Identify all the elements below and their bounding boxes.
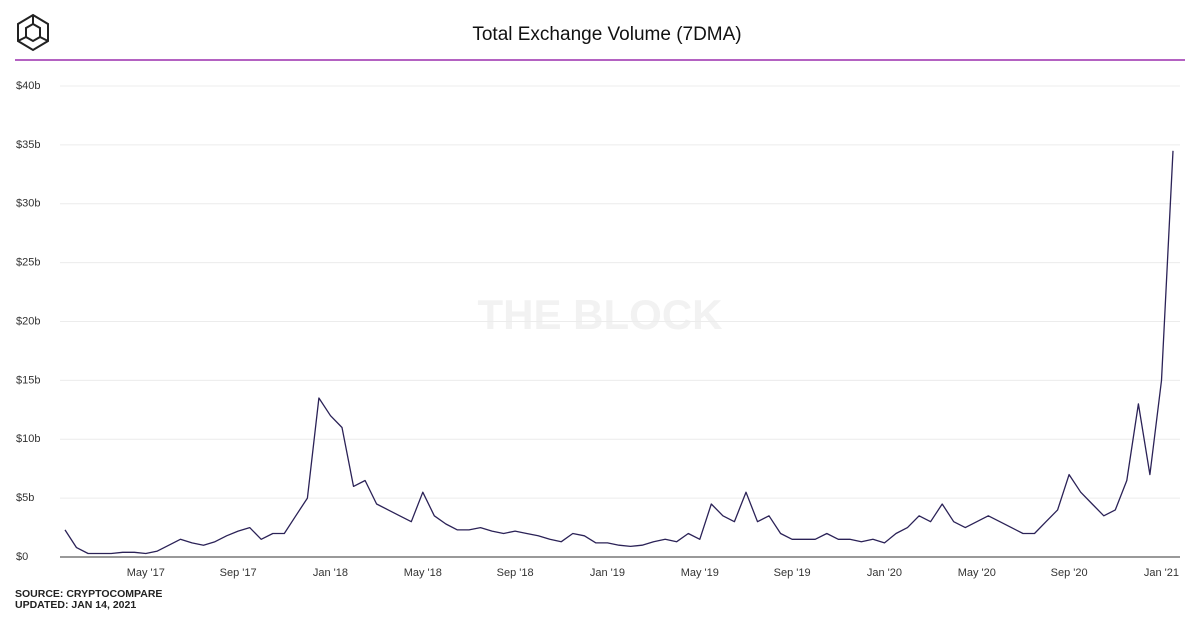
x-tick-label: May '19 bbox=[681, 567, 719, 579]
x-tick-label: Jan '18 bbox=[313, 567, 348, 579]
y-tick-label: $15b bbox=[16, 374, 40, 386]
y-tick-label: $10b bbox=[16, 433, 40, 445]
x-tick-label: Jan '20 bbox=[867, 567, 902, 579]
x-tick-label: Sep '17 bbox=[220, 567, 257, 579]
logo bbox=[17, 13, 49, 52]
x-tick-label: May '20 bbox=[958, 567, 996, 579]
line bbox=[64, 150, 1174, 555]
y-tick-label: $25b bbox=[16, 257, 40, 269]
x-tick-label: Jan '21 bbox=[1144, 567, 1179, 579]
y-tick-label: $0 bbox=[16, 551, 28, 563]
x-tick-label: Sep '20 bbox=[1051, 567, 1088, 579]
updated: UPDATED: JAN 14, 2021 bbox=[15, 599, 136, 611]
chart-title: Total Exchange Volume (7DMA) bbox=[472, 24, 741, 45]
x-tick-label: Sep '19 bbox=[774, 567, 811, 579]
x-tick-label: Sep '18 bbox=[497, 567, 534, 579]
y-tick-label: $35b bbox=[16, 139, 40, 151]
watermark: THE BLOCK bbox=[478, 291, 723, 338]
y-tick-label: $5b bbox=[16, 492, 34, 504]
y-tick-label: $40b bbox=[16, 80, 40, 92]
source: SOURCE: CRYPTOCOMPARE bbox=[15, 588, 162, 600]
y-tick-label: $30b bbox=[16, 198, 40, 210]
y-tick-label: $20b bbox=[16, 315, 40, 327]
x-tick-label: May '18 bbox=[404, 567, 442, 579]
x-tick-label: May '17 bbox=[127, 567, 165, 579]
x-tick-label: Jan '19 bbox=[590, 567, 625, 579]
